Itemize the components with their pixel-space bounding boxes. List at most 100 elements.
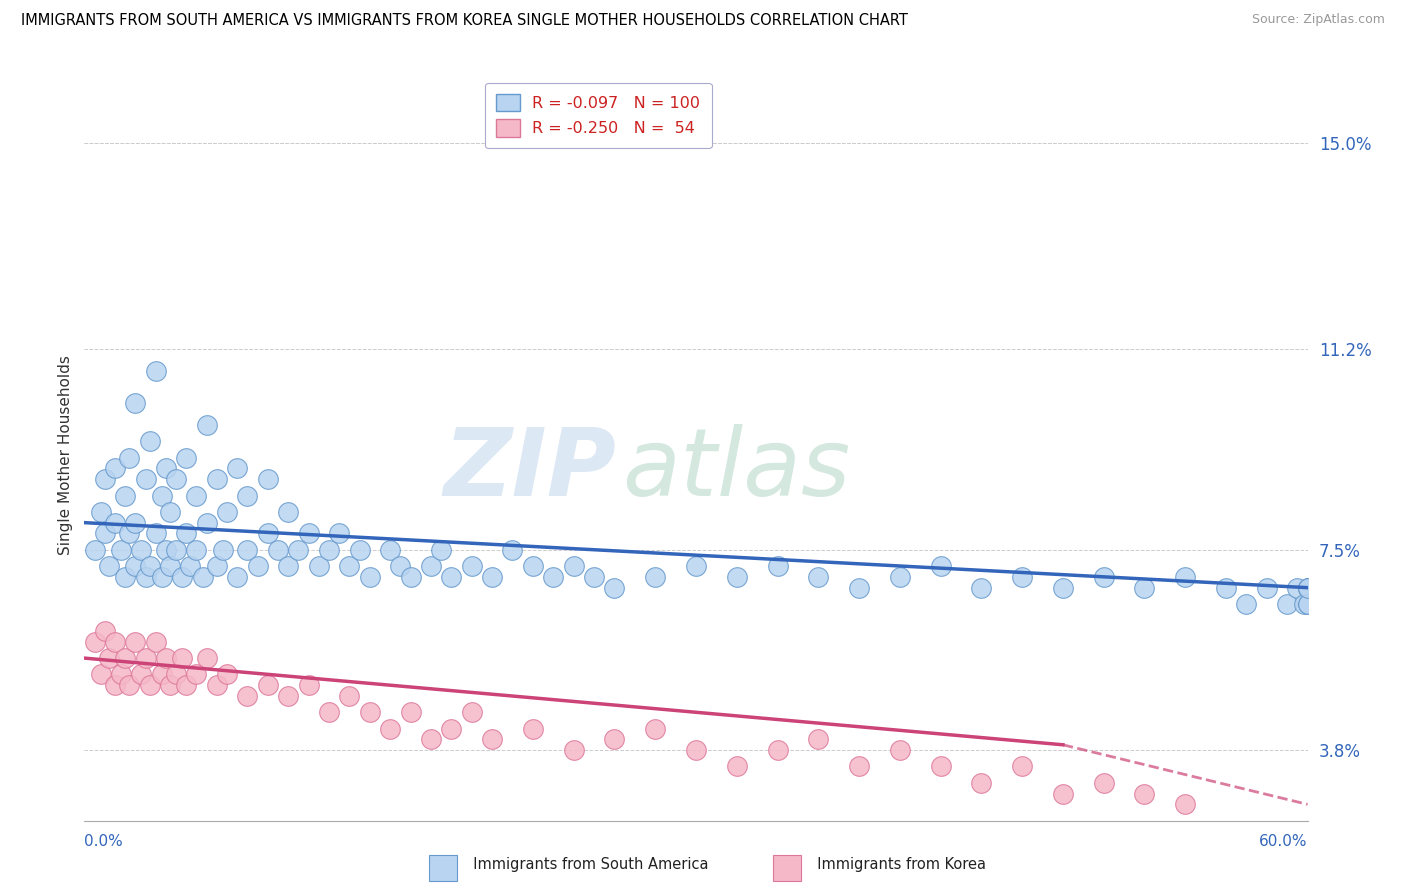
Point bbox=[150, 667, 173, 681]
Point bbox=[298, 526, 321, 541]
Point bbox=[1174, 797, 1197, 812]
Point bbox=[603, 581, 626, 595]
Point bbox=[118, 678, 141, 692]
Point bbox=[308, 559, 330, 574]
Point bbox=[138, 434, 160, 449]
Point bbox=[186, 542, 208, 557]
Point bbox=[97, 651, 120, 665]
Text: ZIP: ZIP bbox=[443, 424, 616, 516]
Point bbox=[195, 418, 218, 433]
Point bbox=[135, 570, 157, 584]
Point bbox=[501, 542, 523, 557]
Point bbox=[1011, 759, 1033, 773]
Point bbox=[339, 559, 360, 574]
Point bbox=[889, 743, 911, 757]
Text: atlas: atlas bbox=[623, 424, 851, 515]
Point bbox=[267, 542, 290, 557]
Point bbox=[929, 559, 952, 574]
Point bbox=[174, 678, 197, 692]
Point bbox=[159, 678, 181, 692]
Point bbox=[226, 570, 249, 584]
Point bbox=[257, 472, 280, 486]
Point bbox=[174, 450, 197, 465]
Point bbox=[848, 759, 870, 773]
Point bbox=[889, 570, 911, 584]
Point bbox=[766, 559, 789, 574]
Point bbox=[165, 472, 187, 486]
Point bbox=[461, 559, 484, 574]
Point bbox=[124, 516, 146, 530]
Point bbox=[179, 559, 201, 574]
Point bbox=[1011, 570, 1033, 584]
Point bbox=[191, 570, 214, 584]
Point bbox=[145, 364, 167, 378]
Point bbox=[104, 461, 127, 475]
Point bbox=[562, 743, 585, 757]
Legend: R = -0.097   N = 100, R = -0.250   N =  54: R = -0.097 N = 100, R = -0.250 N = 54 bbox=[485, 83, 711, 148]
Point bbox=[236, 489, 259, 503]
Point bbox=[124, 559, 146, 574]
Point bbox=[277, 559, 299, 574]
Point bbox=[93, 472, 115, 486]
Point bbox=[159, 559, 181, 574]
Point bbox=[380, 542, 402, 557]
Point bbox=[420, 559, 443, 574]
Point bbox=[205, 678, 228, 692]
Point bbox=[1215, 581, 1237, 595]
Point bbox=[90, 505, 112, 519]
Point bbox=[481, 732, 503, 747]
Point bbox=[172, 570, 194, 584]
Point bbox=[1092, 775, 1115, 789]
Point bbox=[1174, 570, 1197, 584]
Point bbox=[1296, 597, 1319, 611]
Point bbox=[172, 651, 194, 665]
Point bbox=[124, 396, 146, 410]
Point bbox=[174, 526, 197, 541]
Point bbox=[339, 689, 360, 703]
Point bbox=[1296, 597, 1319, 611]
Point bbox=[110, 542, 132, 557]
Point bbox=[93, 526, 115, 541]
Point bbox=[543, 570, 565, 584]
Point bbox=[138, 678, 160, 692]
Point bbox=[582, 570, 605, 584]
Point bbox=[277, 689, 299, 703]
Point bbox=[145, 526, 167, 541]
Point bbox=[807, 570, 830, 584]
Point bbox=[461, 706, 484, 720]
Point bbox=[114, 570, 136, 584]
Point bbox=[481, 570, 503, 584]
Point bbox=[685, 559, 707, 574]
Point bbox=[1275, 597, 1298, 611]
Point bbox=[359, 706, 381, 720]
Point bbox=[135, 651, 157, 665]
Point bbox=[83, 635, 105, 649]
Point bbox=[145, 635, 167, 649]
Text: IMMIGRANTS FROM SOUTH AMERICA VS IMMIGRANTS FROM KOREA SINGLE MOTHER HOUSEHOLDS : IMMIGRANTS FROM SOUTH AMERICA VS IMMIGRA… bbox=[21, 13, 908, 29]
Point bbox=[93, 624, 115, 638]
Point bbox=[848, 581, 870, 595]
Point bbox=[1286, 581, 1309, 595]
Point bbox=[246, 559, 269, 574]
Point bbox=[380, 722, 402, 736]
Point bbox=[114, 489, 136, 503]
Point bbox=[328, 526, 350, 541]
Point bbox=[124, 635, 146, 649]
Y-axis label: Single Mother Households: Single Mother Households bbox=[58, 355, 73, 555]
Point bbox=[165, 667, 187, 681]
Point bbox=[725, 570, 748, 584]
Point bbox=[104, 516, 127, 530]
Point bbox=[277, 505, 299, 519]
Point bbox=[236, 689, 259, 703]
Point bbox=[1296, 581, 1319, 595]
Point bbox=[440, 570, 463, 584]
Point bbox=[159, 505, 181, 519]
Point bbox=[287, 542, 309, 557]
Point bbox=[807, 732, 830, 747]
Point bbox=[104, 635, 127, 649]
Point bbox=[118, 526, 141, 541]
Point bbox=[318, 542, 340, 557]
Point bbox=[104, 678, 127, 692]
Point bbox=[217, 505, 239, 519]
Point bbox=[150, 489, 173, 503]
